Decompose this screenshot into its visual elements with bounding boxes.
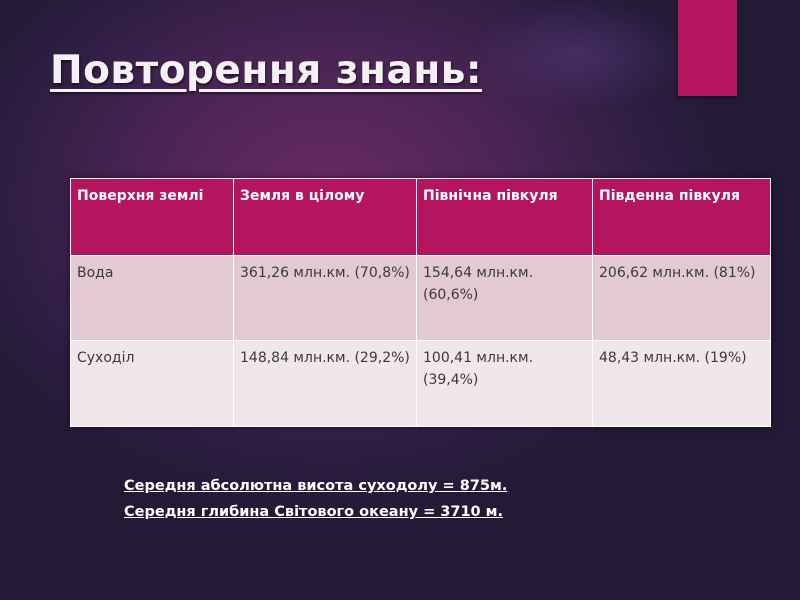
table-cell: Вода (70, 255, 234, 341)
header-cell: Північна півкуля (416, 178, 593, 256)
table-row: Суходіл 148,84 млн.км. (29,2%) 100,41 мл… (70, 340, 771, 427)
header-cell: Поверхня землі (70, 178, 234, 256)
note-land-height: Середня абсолютна висота суходолу = 875м… (124, 478, 508, 494)
table-cell: 154,64 млн.км. (60,6%) (416, 255, 593, 341)
table-header-row: Поверхня землі Земля в цілому Північна п… (70, 178, 771, 256)
note-ocean-depth: Середня глибина Світового океану = 3710 … (124, 504, 504, 520)
header-cell: Земля в цілому (233, 178, 417, 256)
accent-bar (678, 0, 737, 96)
table-cell: 206,62 млн.км. (81%) (592, 255, 771, 341)
table-cell: 48,43 млн.км. (19%) (592, 340, 771, 427)
data-table: Поверхня землі Земля в цілому Північна п… (70, 178, 771, 427)
background-glow (470, 0, 690, 110)
slide-title: Повторення знань: (50, 48, 483, 93)
table-cell: 148,84 млн.км. (29,2%) (233, 340, 417, 427)
table-cell: 100,41 млн.км. (39,4%) (416, 340, 593, 427)
table-row: Вода 361,26 млн.км. (70,8%) 154,64 млн.к… (70, 255, 771, 341)
table-cell: Суходіл (70, 340, 234, 427)
notes: Середня абсолютна висота суходолу = 875м… (124, 473, 507, 525)
table-cell: 361,26 млн.км. (70,8%) (233, 255, 417, 341)
header-cell: Південна півкуля (592, 178, 771, 256)
